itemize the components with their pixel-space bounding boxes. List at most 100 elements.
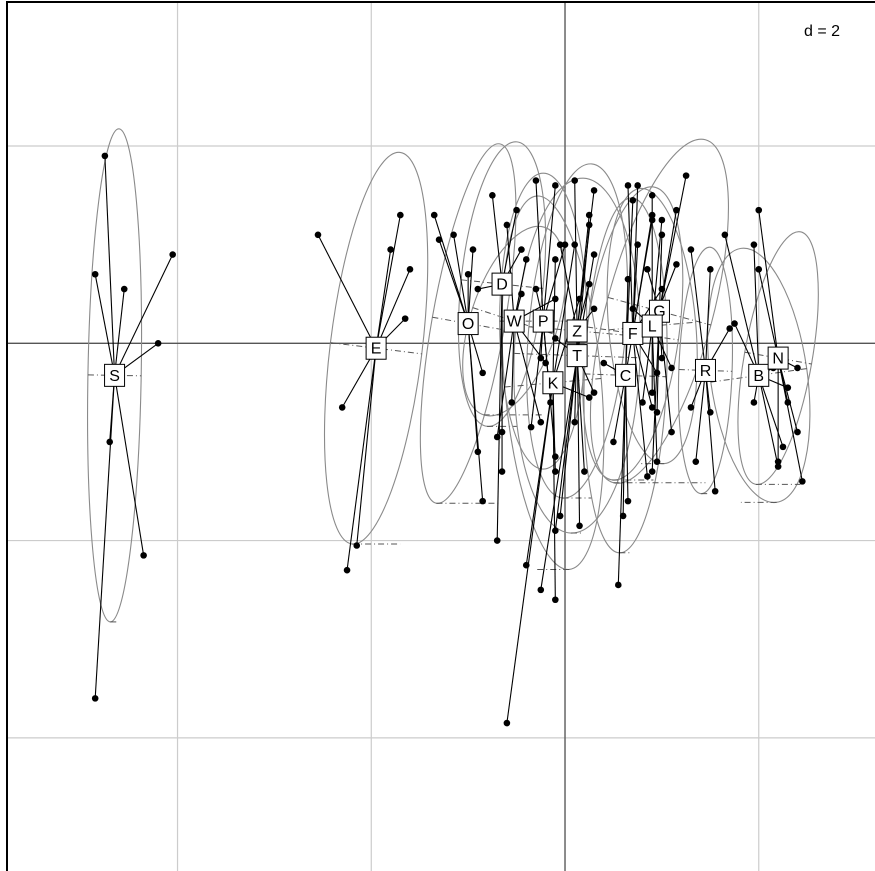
- point-l-3: [629, 305, 637, 313]
- point-r-6: [692, 458, 700, 465]
- point-b-5: [750, 399, 758, 406]
- point-f-6: [648, 404, 656, 411]
- point-z-7: [576, 522, 583, 530]
- label-s: S: [109, 368, 120, 385]
- point-d-2: [518, 246, 525, 253]
- point-b-1: [750, 241, 758, 248]
- point-o-0: [430, 211, 438, 219]
- ellipse-minor-axis-e: [330, 342, 422, 355]
- star-line-d-1: [501, 210, 518, 285]
- label-r: R: [700, 363, 712, 380]
- point-o-6: [474, 448, 482, 456]
- point-e-2: [406, 266, 414, 273]
- point-w-4: [542, 359, 549, 367]
- point-d-4: [498, 428, 506, 436]
- point-r-5: [707, 409, 714, 416]
- point-z-0: [571, 177, 578, 184]
- point-w-7: [537, 418, 545, 426]
- point-l-7: [648, 389, 656, 396]
- point-g-3: [644, 266, 651, 273]
- label-box-z: [566, 319, 588, 343]
- point-p-7: [552, 453, 559, 461]
- point-z-4: [585, 280, 593, 288]
- star-line-r-0: [690, 249, 707, 371]
- point-n-4: [794, 428, 801, 436]
- point-z-3: [556, 241, 564, 248]
- point-c-4: [610, 438, 617, 446]
- star-line-e-1: [375, 214, 401, 349]
- point-e-1: [397, 211, 404, 219]
- point-z-1: [590, 187, 598, 194]
- point-p-1: [552, 182, 559, 189]
- point-e-3: [387, 246, 394, 253]
- point-n-2: [794, 364, 801, 372]
- star-line-b-7: [758, 375, 779, 467]
- point-g-5: [653, 409, 661, 416]
- point-b-0: [721, 231, 729, 239]
- scale-label: d = 2: [804, 23, 840, 40]
- point-d-3: [474, 285, 482, 293]
- point-b-6: [779, 443, 787, 451]
- point-c-6: [619, 512, 627, 520]
- ellipse-minor-axis-f: [587, 326, 679, 341]
- star-line-f-3: [632, 244, 639, 334]
- point-f-3: [634, 241, 641, 248]
- point-e-7: [343, 566, 351, 574]
- star-line-s-0: [104, 155, 116, 376]
- star-line-s-1: [94, 274, 116, 376]
- point-g-0: [682, 172, 690, 179]
- star-line-r-6: [695, 370, 707, 462]
- point-d-6: [493, 537, 501, 544]
- label-box-e: [365, 336, 387, 360]
- ellipse-minor-axis-n: [744, 351, 812, 365]
- star-line-n-0: [758, 210, 779, 359]
- point-c-0: [629, 196, 637, 204]
- star-line-k-1: [552, 259, 556, 383]
- star-line-w-5: [511, 321, 515, 403]
- star-line-t-7: [540, 355, 578, 590]
- star-line-w-6: [496, 321, 515, 438]
- star-line-p-2: [542, 244, 566, 322]
- label-box-o: [457, 312, 479, 336]
- point-w-5: [508, 399, 516, 406]
- label-box-r: [694, 358, 716, 382]
- point-t-5: [556, 512, 564, 520]
- star-line-c-5: [625, 375, 629, 502]
- star-line-k-2: [552, 298, 581, 383]
- star-line-k-5: [552, 382, 556, 600]
- star-line-e-0: [317, 234, 377, 349]
- point-f-7: [644, 473, 651, 480]
- point-s-4: [154, 339, 162, 347]
- label-f: F: [628, 326, 638, 343]
- point-d-1: [513, 206, 520, 214]
- point-r-0: [687, 246, 695, 253]
- point-p-6: [527, 423, 535, 431]
- point-b-7: [774, 463, 782, 470]
- label-d: D: [496, 277, 508, 294]
- label-o: O: [462, 316, 474, 333]
- star-line-o-1: [438, 239, 469, 324]
- star-line-s-2: [114, 288, 125, 376]
- point-c-5: [624, 497, 632, 505]
- star-line-c-7: [617, 375, 627, 585]
- point-f-1: [634, 182, 641, 189]
- star-line-r-1: [704, 269, 711, 371]
- point-e-6: [353, 542, 361, 549]
- point-k-1: [552, 256, 559, 263]
- label-l: L: [648, 319, 657, 336]
- star-line-n-6: [777, 357, 803, 482]
- star-line-o-7: [467, 323, 484, 502]
- star-line-b-6: [758, 375, 784, 448]
- point-o-2: [450, 231, 457, 239]
- point-o-1: [435, 236, 443, 244]
- label-n: N: [772, 351, 784, 368]
- point-e-0: [314, 231, 322, 239]
- label-box-l: [641, 314, 663, 338]
- point-l-4: [668, 364, 675, 372]
- point-s-5: [106, 438, 114, 446]
- point-c-7: [614, 581, 622, 589]
- point-w-3: [552, 295, 559, 303]
- point-g-4: [658, 354, 666, 362]
- point-f-0: [624, 182, 632, 189]
